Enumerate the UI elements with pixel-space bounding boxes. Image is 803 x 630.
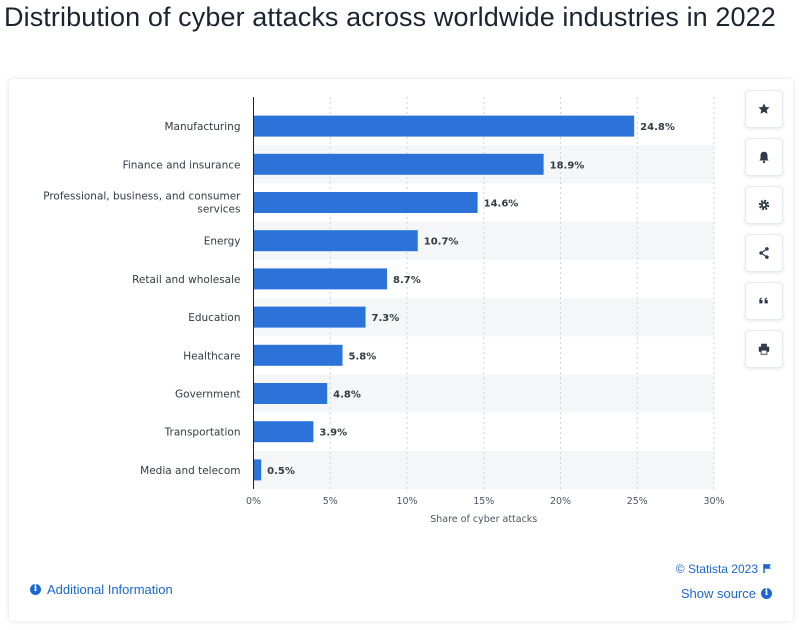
settings-button[interactable] [745, 186, 783, 224]
data-label: 4.8% [333, 390, 361, 401]
x-tick-label: 10% [396, 496, 417, 507]
info-icon: i [30, 584, 41, 595]
x-tick-label: 5% [323, 496, 338, 507]
additional-information-label: Additional Information [47, 582, 173, 597]
category-label: Energy [204, 236, 241, 248]
source-block: © Statista 2023 Show source i [676, 560, 772, 602]
category-label: Professional, business, and consumer serv… [43, 191, 241, 216]
data-label: 7.3% [372, 313, 400, 324]
category-label: Healthcare [183, 350, 240, 362]
data-label: 14.6% [484, 199, 519, 210]
copyright-text: © Statista 2023 [675, 561, 758, 576]
data-label: 18.9% [550, 160, 585, 171]
bar [254, 192, 478, 213]
category-label: Manufacturing [164, 121, 240, 133]
chart-toolbar [745, 90, 783, 378]
category-label: Government [175, 389, 240, 401]
share-button[interactable] [745, 234, 783, 272]
show-source-link[interactable]: Show source i [676, 585, 772, 602]
print-button[interactable] [745, 330, 783, 368]
x-tick-label: 25% [627, 496, 648, 507]
category-label: Transportation [164, 427, 241, 439]
bar [254, 268, 388, 290]
bar [254, 115, 635, 137]
data-label: 10.7% [424, 237, 459, 248]
bar [254, 153, 544, 175]
printer-icon [758, 343, 770, 355]
bar [254, 459, 262, 481]
data-label: 8.7% [393, 275, 421, 286]
bar [254, 344, 343, 366]
cite-button[interactable] [745, 282, 783, 320]
x-axis-title: Share of cyber attacks [430, 514, 537, 525]
data-label: 0.5% [267, 466, 295, 477]
data-label: 24.8% [640, 122, 675, 133]
bar [254, 306, 366, 328]
favorite-button[interactable] [745, 90, 783, 128]
bar-chart: 0% 5% 10% 15% 20% 25% 30% Share of cyber attack… [43, 97, 725, 525]
category-label: Education [188, 312, 240, 324]
quote-icon [759, 297, 768, 304]
bar [254, 421, 314, 443]
notification-button[interactable] [745, 138, 783, 176]
flag-icon[interactable] [763, 563, 772, 574]
x-tick-label: 30% [703, 496, 724, 507]
share-icon [759, 247, 769, 259]
bar [254, 230, 418, 252]
x-tick-label: 20% [550, 496, 571, 507]
bar [254, 383, 328, 404]
chart-card: 0% 5% 10% 15% 20% 25% 30% Share of cyber attack… [9, 79, 793, 621]
gear-icon [758, 199, 770, 211]
copyright-row: © Statista 2023 [676, 560, 772, 577]
category-label: Media and telecom [140, 465, 240, 477]
show-source-label: Show source [680, 586, 756, 601]
category-label: Retail and wholesale [132, 274, 240, 286]
page-title: Distribution of cyber attacks across wor… [4, 2, 776, 32]
additional-information-link[interactable]: i Additional Information [30, 582, 173, 597]
data-label: 5.8% [349, 351, 377, 362]
x-tick-label: 15% [473, 496, 494, 507]
info-icon: i [761, 588, 772, 599]
bell-icon [759, 151, 769, 164]
star-icon [758, 103, 770, 114]
category-label: Finance and insurance [123, 159, 241, 171]
data-label: 3.9% [319, 428, 347, 439]
x-tick-label: 0% [246, 496, 261, 507]
